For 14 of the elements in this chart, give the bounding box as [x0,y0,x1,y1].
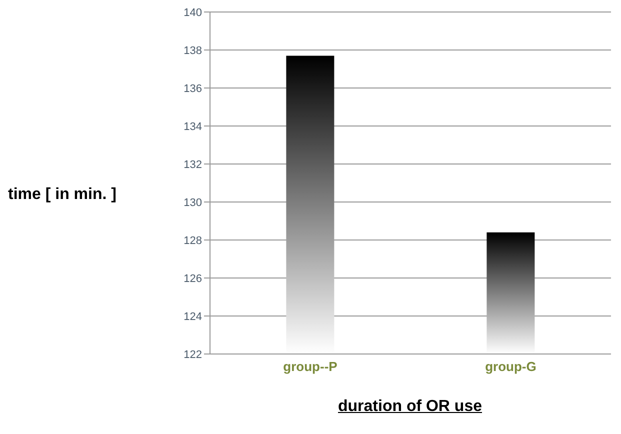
y-tick-label: 134 [184,120,202,133]
y-tick-label: 124 [184,310,202,323]
y-tick-label: 122 [184,348,202,361]
y-tick-label: 126 [184,272,202,285]
x-tick-label: group-G [485,359,536,374]
y-axis-title: time [ in min. ] [8,186,116,204]
y-tick-label: 130 [184,196,202,209]
x-tick-label: group--P [283,359,338,374]
y-tick-label: 128 [184,234,202,247]
y-tick-label: 136 [184,82,202,95]
x-axis-title: duration of OR use [338,398,482,415]
y-tick-label: 132 [184,158,202,171]
y-tick-label: 140 [184,6,202,19]
y-tick-label: 138 [184,44,202,57]
